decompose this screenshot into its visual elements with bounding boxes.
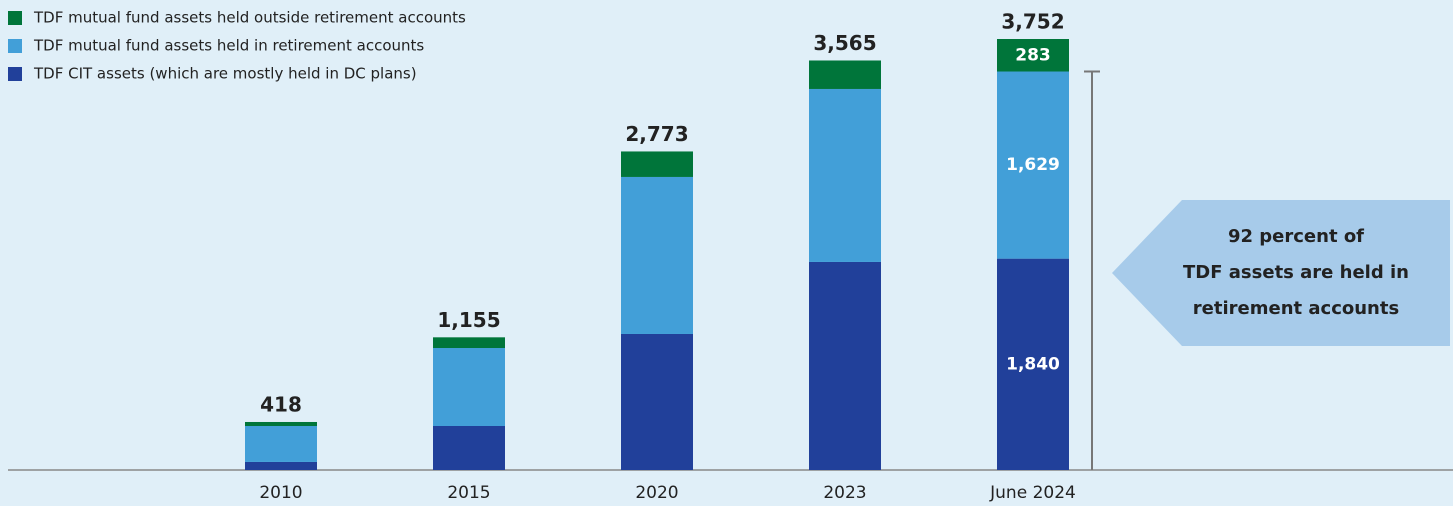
bar-segment	[245, 461, 317, 470]
annotation-text: TDF assets are held in	[1183, 262, 1409, 283]
bar-segment	[245, 421, 317, 427]
segment-label: 1,629	[1006, 155, 1060, 175]
x-tick-label: 2023	[823, 483, 866, 503]
annotation-text: retirement accounts	[1193, 298, 1399, 319]
total-label: 2,773	[625, 122, 688, 146]
legend-label: TDF mutual fund assets held outside reti…	[33, 9, 466, 27]
bar-segment	[997, 39, 1069, 72]
bar-segment	[809, 60, 881, 89]
legend-swatch	[8, 11, 22, 25]
total-label: 418	[260, 392, 302, 416]
legend-label: TDF CIT assets (which are mostly held in…	[33, 65, 417, 83]
bar-segment	[621, 176, 693, 334]
x-tick-label: June 2024	[989, 483, 1076, 503]
annotation-arrow	[1112, 200, 1450, 346]
bar-segment	[809, 261, 881, 470]
bar-segment	[433, 426, 505, 470]
bar-segment	[997, 258, 1069, 470]
total-label: 1,155	[437, 308, 500, 332]
x-tick-label: 2010	[259, 483, 302, 503]
legend-swatch	[8, 39, 22, 53]
segment-label: 283	[1015, 45, 1051, 65]
segment-label: 1,840	[1006, 354, 1060, 374]
bar-segment	[997, 71, 1069, 259]
x-tick-label: 2020	[635, 483, 678, 503]
bar-segment	[621, 333, 693, 470]
bar-segment	[433, 348, 505, 427]
legend-label: TDF mutual fund assets held in retiremen…	[33, 37, 424, 55]
x-tick-label: 2015	[447, 483, 490, 503]
total-label: 3,752	[1001, 10, 1064, 34]
bar-segment	[245, 426, 317, 462]
annotation-text: 92 percent of	[1228, 226, 1364, 247]
legend-swatch	[8, 67, 22, 81]
total-label: 3,565	[813, 31, 876, 55]
bar-segment	[621, 151, 693, 177]
bar-segment	[809, 88, 881, 262]
bar-segment	[433, 337, 505, 349]
